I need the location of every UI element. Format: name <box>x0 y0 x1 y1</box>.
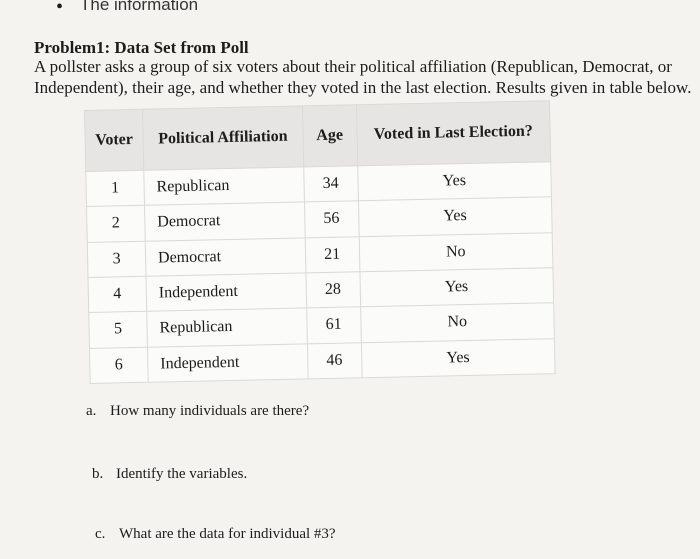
cell-affiliation: Republican <box>146 308 308 347</box>
cell-voter: 4 <box>88 276 147 313</box>
cell-voted: Yes <box>357 161 552 202</box>
cell-age: 46 <box>307 342 362 379</box>
problem-description: A pollster asks a group of six voters ab… <box>34 57 692 97</box>
cell-affiliation: Democrat <box>144 202 305 241</box>
question-b: b. Identify the variables. <box>92 466 247 483</box>
question-letter: a. <box>86 403 97 419</box>
table-header-row: Voter Political Affiliation Age Voted in… <box>84 100 551 172</box>
cell-age: 56 <box>304 201 359 238</box>
cell-voted: Yes <box>357 197 553 237</box>
question-a: a. How many individuals are there? <box>86 403 309 420</box>
problem-title: Problem1: Data Set from Poll <box>34 38 249 57</box>
cell-age: 61 <box>306 307 361 344</box>
cell-voter: 3 <box>87 240 146 278</box>
question-text: What are the data for individual #3? <box>119 526 336 542</box>
cell-affiliation: Independent <box>145 272 307 312</box>
question-letter: c. <box>95 526 106 542</box>
cell-age: 34 <box>303 165 358 203</box>
question-text: Identify the variables. <box>116 466 248 482</box>
truncated-top-text: The information <box>80 0 199 14</box>
header-political-affiliation: Political Affiliation <box>142 105 304 171</box>
header-voted-last-election: Voted in Last Election? <box>355 100 551 166</box>
cell-affiliation: Republican <box>143 166 305 206</box>
cell-affiliation: Independent <box>147 343 308 383</box>
cell-voted: No <box>358 232 553 272</box>
question-c: c. What are the data for individual #3? <box>95 526 336 543</box>
cell-voted: No <box>360 303 555 343</box>
cell-voter: 5 <box>88 311 148 349</box>
cell-age: 28 <box>305 271 361 309</box>
cell-age: 21 <box>304 236 360 273</box>
cell-voted: Yes <box>359 267 554 308</box>
cell-voter: 6 <box>89 346 149 384</box>
poll-data-table: Voter Political Affiliation Age Voted in… <box>84 100 556 384</box>
question-letter: b. <box>92 466 104 482</box>
header-age: Age <box>302 104 358 167</box>
poll-table-container: Voter Political Affiliation Age Voted in… <box>84 100 556 384</box>
cell-voter: 1 <box>85 170 145 207</box>
cell-voter: 2 <box>86 205 146 243</box>
bullet: • <box>56 0 64 18</box>
cell-voted: Yes <box>360 338 556 378</box>
header-voter: Voter <box>84 109 144 172</box>
cell-affiliation: Democrat <box>145 237 306 277</box>
question-text: How many individuals are there? <box>110 403 310 419</box>
